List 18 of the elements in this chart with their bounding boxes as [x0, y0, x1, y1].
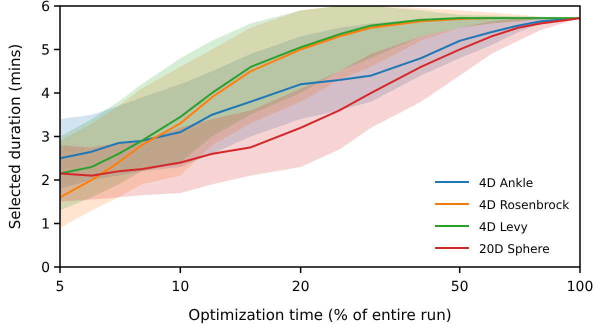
y-tick-label: 4	[41, 86, 50, 102]
legend-label: 4D Rosenbrock	[479, 198, 570, 212]
y-axis-title: Selected duration (mins)	[6, 44, 24, 230]
y-tick-label: 5	[41, 42, 50, 58]
x-axis-title: Optimization time (% of entire run)	[188, 306, 452, 324]
y-tick-label: 2	[41, 173, 50, 189]
y-tick-label: 6	[41, 0, 50, 15]
legend-label: 4D Levy	[479, 220, 528, 234]
y-tick-label: 1	[41, 216, 50, 232]
x-tick-label: 20	[292, 279, 310, 295]
y-tick-label: 0	[41, 260, 50, 276]
x-tick-label: 5	[56, 279, 64, 295]
y-tick-label: 3	[41, 130, 50, 146]
x-tick-label: 50	[450, 279, 469, 295]
legend-label: 4D Ankle	[479, 176, 534, 190]
x-tick-label: 10	[171, 279, 190, 295]
x-tick-label: 100	[566, 279, 594, 295]
legend-label: 20D Sphere	[479, 242, 550, 256]
